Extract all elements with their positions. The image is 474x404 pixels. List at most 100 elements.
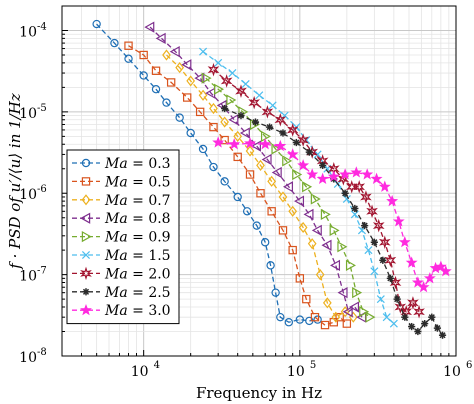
data-point: [350, 166, 363, 178]
data-point: [271, 143, 282, 155]
data-point: [315, 269, 325, 281]
legend-marker: [81, 194, 91, 206]
data-point: [352, 287, 363, 299]
series-0-7: [162, 49, 358, 323]
y-tick-label: 10: [19, 106, 37, 122]
data-point: [186, 75, 196, 87]
data-point: [313, 150, 322, 159]
data-point: [360, 190, 372, 204]
data-point: [394, 300, 407, 314]
data-point: [386, 274, 394, 282]
data-point: [274, 139, 287, 152]
legend-label: Ma = 2.0: [104, 266, 171, 282]
y-tick-label: 10: [19, 350, 37, 366]
data-point: [313, 315, 322, 324]
data-point: [384, 253, 397, 268]
data-point: [214, 58, 223, 67]
data-point: [169, 46, 180, 58]
data-point: [379, 256, 387, 264]
data-point: [386, 194, 399, 207]
data-point: [245, 170, 255, 179]
x-tick-label: 10: [131, 364, 149, 380]
data-point: [261, 153, 272, 166]
x-tick-label-exponent: 5: [310, 360, 316, 371]
y-tick-label-exponent: -8: [37, 347, 47, 358]
y-axis-label: f · PSD of u′/⟨u⟩ in 1/Hz: [6, 93, 24, 270]
data-point: [378, 235, 391, 250]
data-point: [370, 238, 378, 246]
data-point: [405, 256, 418, 268]
data-point: [342, 306, 353, 318]
data-point: [151, 66, 161, 75]
data-point: [228, 138, 241, 150]
data-point: [298, 221, 308, 234]
data-point: [124, 54, 133, 63]
data-point: [303, 208, 314, 221]
data-point: [151, 84, 161, 94]
data-point: [339, 168, 352, 180]
series-line: [205, 77, 371, 318]
data-point: [233, 192, 242, 202]
data-point: [226, 94, 237, 106]
tick-marks: [61, 5, 457, 357]
data-point: [316, 172, 329, 184]
data-point: [252, 221, 261, 230]
data-point: [414, 327, 422, 336]
legend-label: Ma = 0.3: [104, 156, 171, 172]
data-point: [251, 118, 260, 126]
data-point: [286, 148, 299, 160]
data-point: [228, 114, 239, 126]
legend-label: Ma = 3.0: [104, 303, 171, 319]
data-point: [195, 107, 205, 117]
data-point: [428, 313, 436, 321]
data-point: [423, 272, 436, 284]
legend-entry: Ma = 0.3: [72, 156, 171, 172]
data-point: [434, 260, 447, 272]
data-point: [213, 83, 224, 95]
data-point: [307, 238, 317, 250]
data-point: [327, 170, 340, 182]
y-tick-label-exponent: -7: [37, 266, 47, 277]
data-point: [139, 71, 148, 80]
data-point: [279, 129, 287, 137]
data-point: [302, 181, 313, 193]
data-point: [378, 180, 391, 192]
data-point: [162, 98, 171, 107]
data-point: [284, 318, 294, 327]
data-point: [372, 218, 385, 233]
data-point: [337, 241, 348, 253]
legend-entry: Ma = 0.7: [72, 193, 171, 209]
data-point: [310, 312, 320, 322]
data-point: [392, 215, 405, 227]
data-point: [201, 72, 212, 84]
data-point: [233, 130, 243, 142]
data-point: [209, 102, 218, 115]
data-point: [181, 59, 192, 71]
data-point: [248, 95, 261, 110]
data-point: [198, 144, 208, 154]
data-point: [337, 287, 348, 299]
data-point: [421, 320, 429, 328]
data-point: [144, 21, 155, 33]
legend-entry: Ma = 2.0: [72, 266, 171, 282]
legend-marker: [81, 250, 91, 260]
data-point: [175, 113, 184, 122]
data-point: [361, 168, 374, 180]
data-point: [278, 191, 288, 203]
data-point: [278, 226, 288, 235]
data-point: [292, 168, 303, 181]
data-point: [364, 246, 373, 255]
legend-marker: [81, 158, 91, 168]
data-point: [342, 319, 352, 328]
series-0-9: [201, 72, 376, 323]
data-point: [438, 331, 447, 339]
data-point: [319, 161, 327, 169]
legend-entry: Ma = 0.8: [72, 211, 171, 227]
x-tick-label-exponent: 6: [466, 360, 472, 371]
data-point: [209, 162, 218, 172]
data-point: [376, 295, 385, 304]
data-point: [320, 320, 330, 330]
series-2-0: [207, 62, 425, 319]
data-point: [345, 259, 356, 271]
